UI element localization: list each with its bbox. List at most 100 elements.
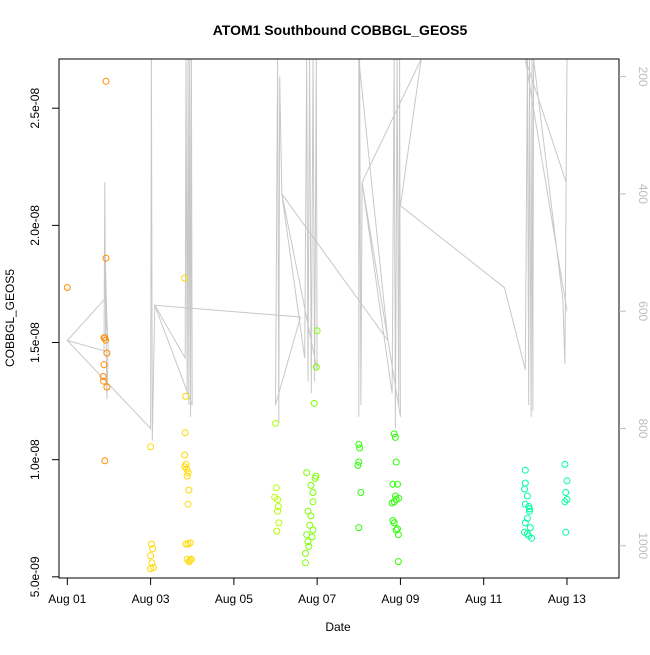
data-point-s4-p21	[394, 525, 401, 533]
data-point-s3-p14	[311, 474, 319, 482]
data-point-s0-p7	[100, 377, 108, 385]
data-point-s1-p11	[147, 540, 155, 548]
data-point-s3-p4	[306, 521, 314, 529]
data-point-s4-p15	[390, 519, 398, 527]
data-point-s1-p12	[149, 545, 157, 553]
data-point-s2-p5	[274, 507, 282, 515]
data-point-s5-p9	[526, 524, 534, 532]
data-point-s0-p6	[99, 373, 107, 380]
y-tick-label-1: 1.0e-08	[28, 439, 42, 480]
data-point-s5-p0	[521, 466, 529, 474]
data-point-s3-p5	[309, 526, 317, 534]
data-point-s3-p18	[302, 559, 309, 567]
data-point-s2-p0	[272, 419, 279, 427]
y-tick-label-4: 2.5e-08	[28, 88, 42, 129]
data-point-s4-p18	[389, 480, 397, 488]
data-point-s2-p4	[274, 503, 282, 510]
data-point-s4-p2	[355, 458, 363, 466]
data-point-s2-p7	[273, 527, 281, 535]
right-tick-label-3: 800	[636, 418, 650, 438]
y-tick-label-3: 2.0e-08	[28, 205, 42, 246]
data-point-s3-p2	[309, 498, 317, 506]
data-point-s0-p9	[101, 457, 109, 465]
data-point-s5-p13	[528, 534, 536, 542]
data-point-s0-p0	[63, 284, 71, 291]
x-tick-label-4: Aug 09	[381, 592, 419, 606]
data-point-s1-p1	[182, 392, 190, 400]
y-tick-label-0: 5.0e-09	[28, 556, 42, 597]
data-point-s2-p1	[272, 484, 280, 492]
data-point-s1-p2	[181, 429, 189, 437]
data-point-s1-p13	[147, 552, 155, 560]
data-point-s5-p3	[523, 492, 531, 500]
x-tick-label-0: Aug 01	[48, 592, 86, 606]
data-point-s4-p6	[390, 430, 398, 438]
data-point-s1-p16	[147, 565, 155, 573]
data-point-s4-p1	[356, 444, 364, 452]
data-point-s5-p6	[526, 507, 533, 515]
x-tick-label-5: Aug 11	[465, 592, 502, 606]
right-tick-label-2: 600	[636, 301, 650, 321]
data-point-s1-p8	[185, 486, 193, 494]
data-point-s4-p4	[357, 489, 365, 496]
data-point-s1-p21	[186, 556, 194, 564]
data-point-s4-p5	[355, 524, 363, 532]
data-point-s5-p1	[521, 479, 529, 487]
data-point-s1-p3	[181, 451, 189, 459]
x-tick-label-3: Aug 07	[298, 592, 336, 606]
data-point-s3-p17	[304, 538, 312, 546]
data-point-s3-p11	[312, 363, 320, 371]
y-tick-label-2: 1.5e-08	[28, 322, 42, 363]
data-point-s4-p0	[355, 440, 363, 448]
data-point-s2-p3	[274, 496, 282, 503]
data-point-s0-p8	[103, 383, 111, 391]
data-point-s5-p15	[561, 460, 569, 468]
data-point-s5-p8	[521, 519, 529, 527]
data-point-s3-p16	[307, 512, 315, 520]
x-tick-label-2: Aug 05	[215, 592, 253, 606]
right-tick-label-1: 400	[636, 184, 650, 204]
data-point-s4-p8	[392, 458, 400, 466]
data-point-s3-p9	[302, 549, 309, 557]
x-tick-label-1: Aug 03	[132, 592, 170, 606]
plot-area: Aug 01 Aug 03 Aug 05 Aug 07 Aug 09 Aug 11 Aug …	[28, 58, 650, 606]
data-point-s5-p2	[521, 485, 528, 493]
data-point-s1-p6	[184, 469, 192, 477]
x-tick-label-6: Aug 13	[548, 592, 586, 606]
data-point-s3-p8	[305, 542, 313, 550]
data-point-s1-p5	[183, 465, 191, 473]
data-point-s0-p3	[102, 336, 110, 344]
data-point-s4-p13	[395, 494, 403, 502]
data-point-s0-p11	[102, 77, 110, 85]
data-point-s4-p3	[354, 462, 362, 469]
data-point-s0-p5	[100, 361, 108, 369]
data-point-s1-p7	[183, 472, 191, 480]
chart-title: ATOM1 Southbound COBBGL_GEOS5	[213, 22, 468, 38]
data-point-s5-p14	[526, 505, 533, 513]
data-point-s5-p18	[563, 496, 571, 503]
right-tick-label-0: 200	[636, 67, 650, 87]
data-point-s2-p6	[275, 519, 283, 527]
data-point-s5-p17	[562, 489, 570, 496]
data-point-s0-p10	[102, 254, 110, 262]
data-point-s5-p16	[563, 477, 571, 485]
data-point-s4-p20	[388, 499, 396, 507]
data-point-s4-p7	[391, 433, 399, 441]
data-point-s3-p7	[308, 533, 316, 541]
right-tick-label-4: 1000	[636, 532, 650, 559]
y-axis-label: COBBGL_GEOS5	[3, 269, 17, 367]
data-point-s0-p4	[103, 349, 111, 357]
data-point-s1-p0	[181, 274, 189, 282]
data-point-s3-p15	[309, 489, 317, 496]
data-point-s5-p20	[562, 528, 570, 536]
x-axis-label: Date	[325, 620, 351, 634]
data-point-s3-p1	[307, 481, 315, 489]
data-point-s3-p12	[310, 399, 318, 407]
data-point-s1-p24	[181, 463, 189, 471]
data-point-s3-p10	[313, 327, 321, 335]
secondary-series-line	[66, 59, 568, 441]
data-point-s4-p19	[394, 558, 402, 566]
data-point-s1-p23	[187, 555, 195, 563]
